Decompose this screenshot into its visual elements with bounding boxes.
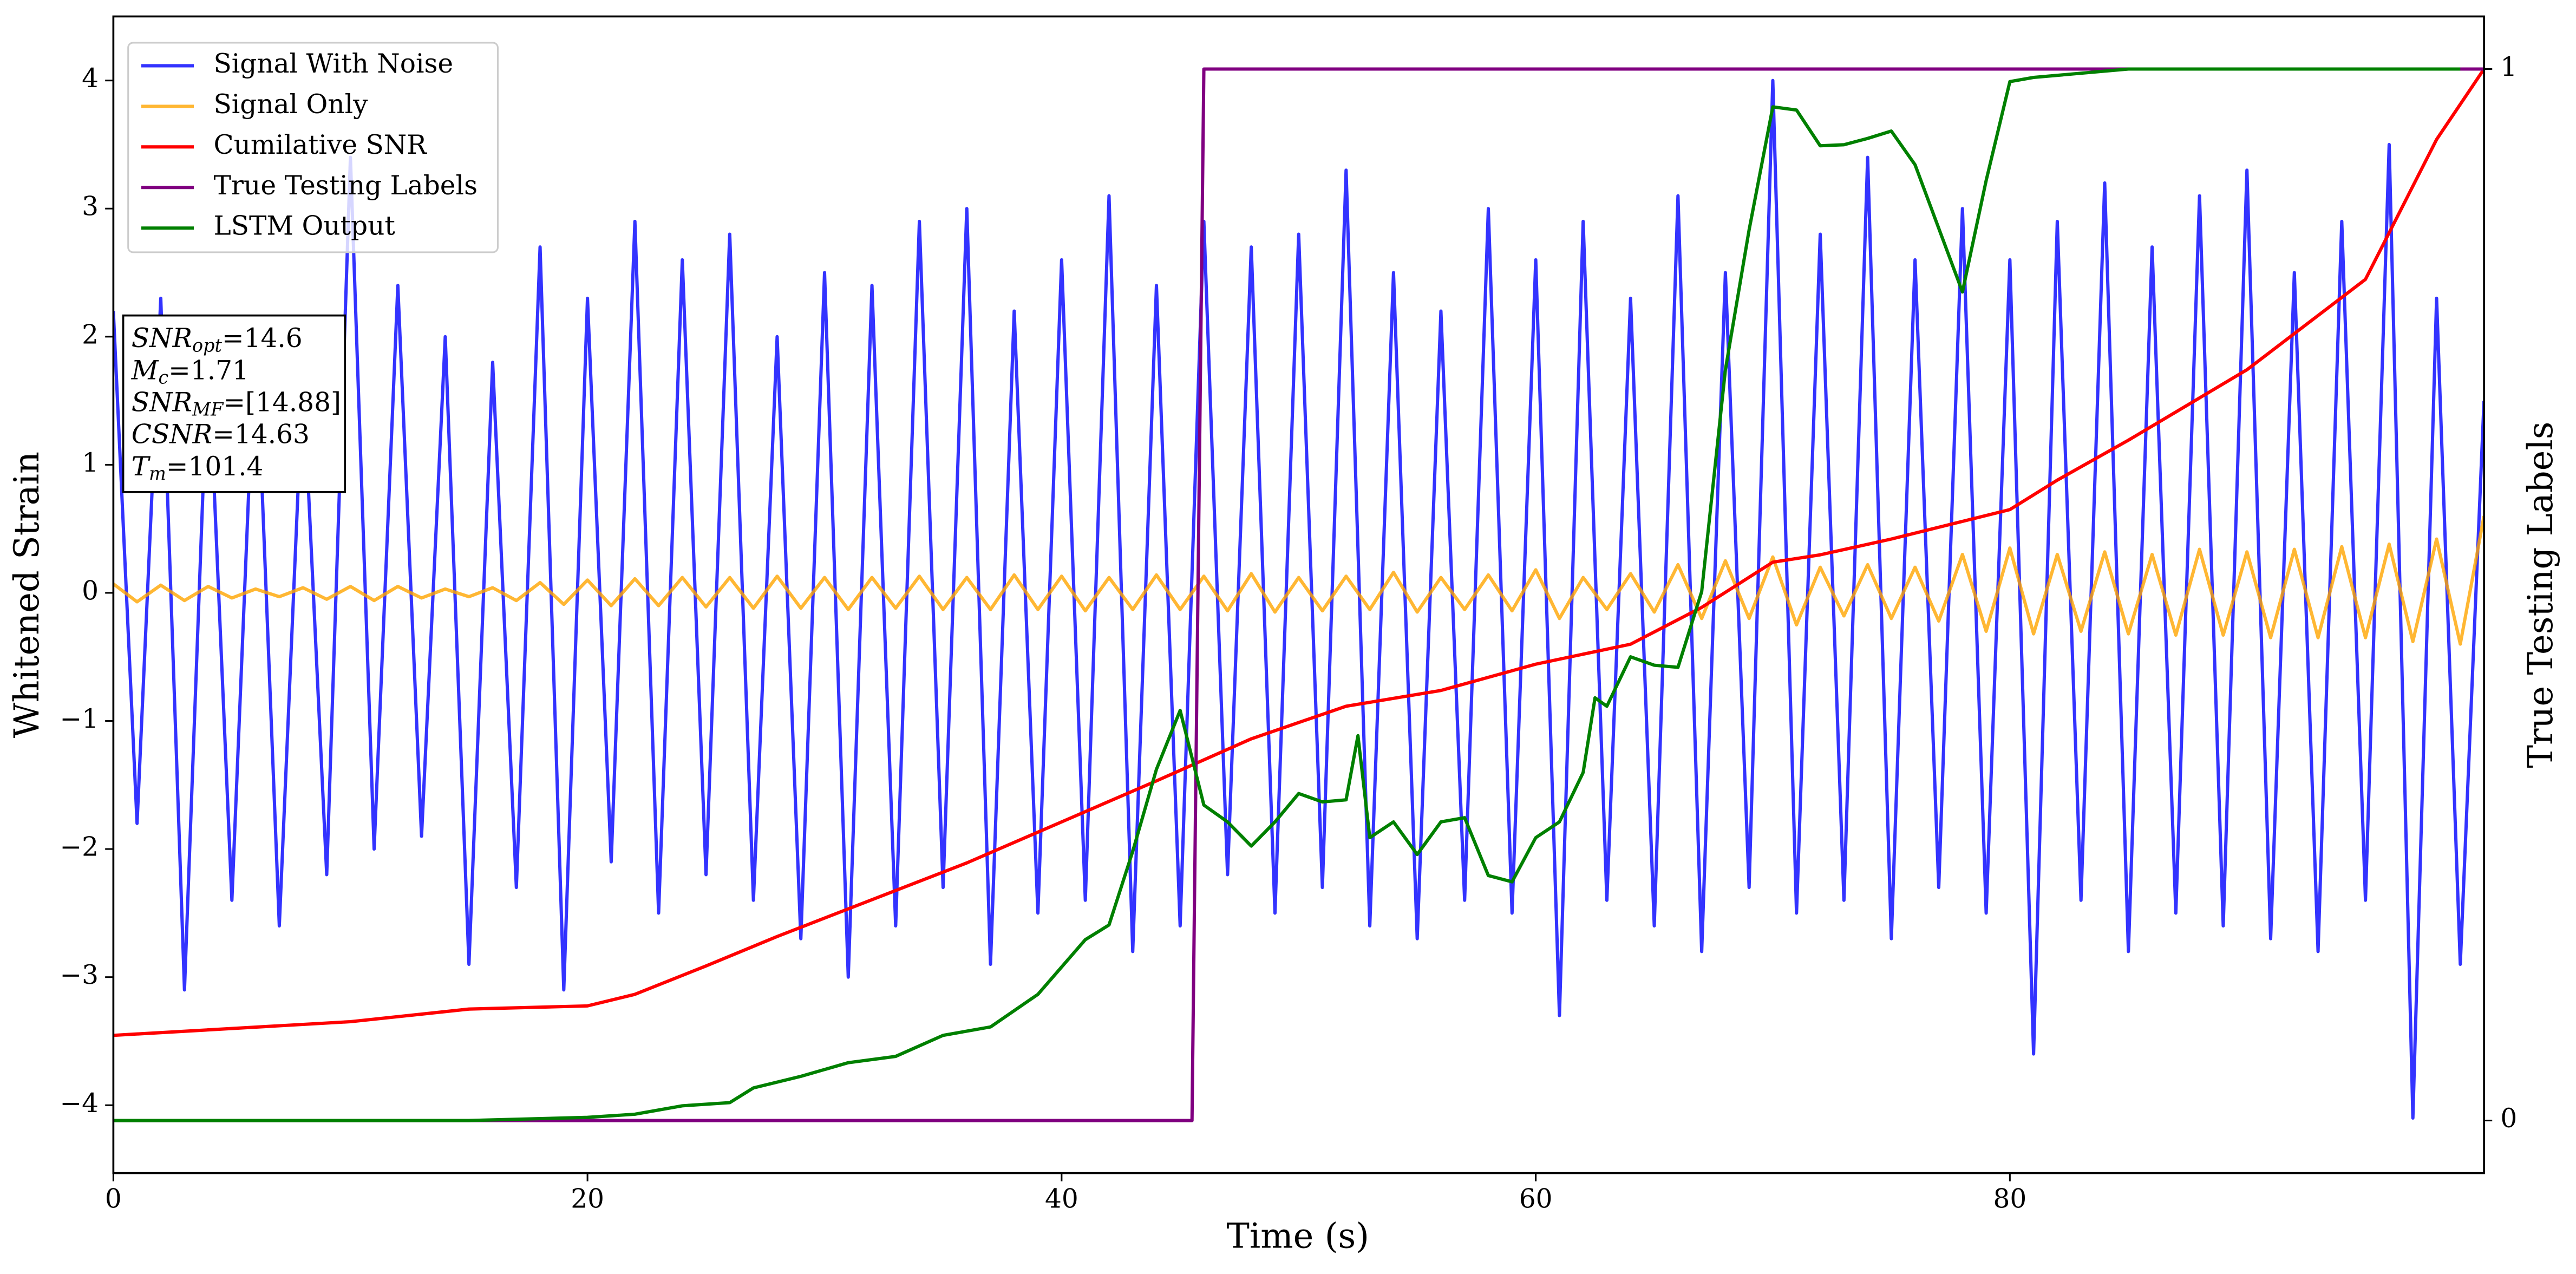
y2-tick-label: 1: [2500, 52, 2517, 82]
x-tick-label: 0: [105, 1184, 122, 1214]
series-line: [113, 515, 2485, 646]
series-line: [113, 68, 2485, 1037]
annotation-subscript: MF: [192, 399, 224, 420]
x-tick-label: 60: [1519, 1184, 1553, 1214]
y-axis-label: Whitened Strain: [7, 452, 47, 738]
x-axis-label: Time (s): [1226, 1217, 1369, 1257]
plot-frame: [112, 15, 2485, 1174]
x-tick-label: 80: [1993, 1184, 2026, 1214]
y-tick-label: 3: [82, 192, 99, 222]
x-tick-label: 40: [1045, 1184, 1078, 1214]
annotation-value: =14.63: [212, 419, 310, 449]
annotation-symbol: SNR: [132, 323, 192, 354]
annotation-subscript: c: [158, 367, 168, 388]
annotation-subscript: m: [149, 463, 166, 484]
annotation-line: Mc=1.71: [131, 355, 249, 388]
y-tick-label: 0: [82, 576, 99, 606]
annotation-line: Tm=101.4: [132, 451, 264, 484]
annotation-symbol: M: [131, 355, 159, 386]
y-tick-label: −4: [60, 1088, 99, 1119]
annotation-value: =101.4: [166, 451, 264, 481]
annotation-symbol: SNR: [132, 387, 192, 417]
legend-label: True Testing Labels: [213, 171, 478, 201]
legend-label: Signal With Noise: [213, 49, 453, 79]
series-line: [113, 67, 2485, 1122]
y-tick-label: −2: [60, 832, 99, 863]
annotation-symbol: T: [132, 451, 151, 481]
y-tick-label: 4: [82, 63, 99, 94]
annotation-line: SNRopt=14.6: [132, 323, 303, 356]
y-tick-label: 2: [82, 319, 99, 350]
annotation-value: =1.71: [168, 355, 249, 386]
legend-label: LSTM Output: [213, 211, 395, 241]
annotation-box: [122, 314, 346, 493]
legend-label: Cumilative SNR: [213, 130, 427, 160]
y-tick-label: −1: [60, 704, 99, 734]
annotation-line: CSNR=14.63: [132, 419, 310, 449]
annotation-value: =14.6: [222, 323, 303, 354]
legend-box: [127, 42, 499, 253]
y2-tick-label: 0: [2500, 1103, 2517, 1134]
annotation-subscript: opt: [192, 335, 222, 356]
annotation-symbol: CSNR: [132, 419, 212, 449]
y-tick-label: 1: [82, 448, 99, 478]
y2-axis-label: True Testing Labels: [2521, 422, 2561, 768]
plot-area: [113, 67, 2485, 1122]
series-line: [113, 67, 2461, 1122]
y-tick-label: −3: [60, 960, 99, 990]
annotation-line: SNRMF=[14.88]: [132, 387, 341, 420]
annotation-value: =[14.88]: [223, 387, 341, 417]
x-tick-label: 20: [571, 1184, 604, 1214]
series-line: [113, 79, 2485, 1120]
legend-label: Signal Only: [213, 89, 368, 120]
